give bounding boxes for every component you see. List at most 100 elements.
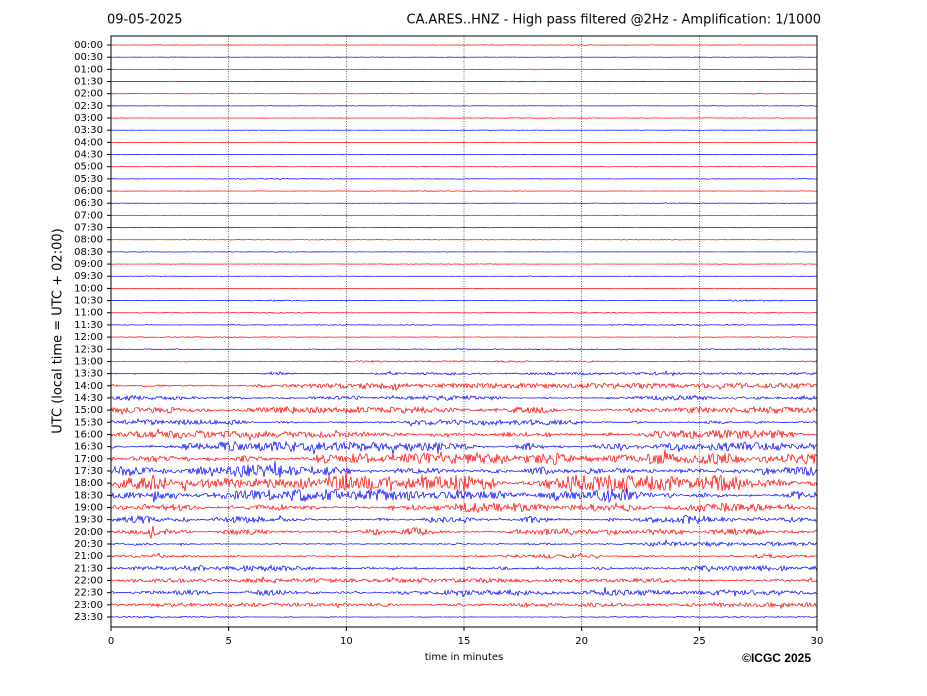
row-label: 14:00 [74, 381, 103, 392]
trace [110, 460, 818, 478]
trace [110, 239, 818, 241]
row-label: 15:00 [74, 405, 103, 416]
row-label: 22:30 [74, 588, 103, 599]
row-label: 20:30 [74, 539, 103, 550]
trace [110, 615, 818, 619]
row-label: 04:00 [74, 137, 103, 148]
trace [110, 501, 818, 514]
trace [110, 440, 818, 455]
row-label: 00:00 [74, 40, 103, 51]
trace [110, 370, 818, 377]
trace [110, 552, 818, 560]
row-label: 05:30 [74, 174, 103, 185]
trace [110, 44, 818, 46]
trace [111, 153, 818, 156]
trace [110, 576, 818, 585]
row-label: 17:00 [74, 454, 103, 465]
trace [110, 275, 818, 277]
plot-frame [110, 35, 818, 628]
trace [110, 539, 818, 548]
trace [110, 323, 818, 326]
trace [110, 469, 818, 493]
row-label: 11:30 [74, 320, 103, 331]
row-label: 17:30 [74, 466, 103, 477]
row-label: 12:00 [74, 332, 103, 343]
row-label: 21:30 [74, 563, 103, 574]
row-label: 08:30 [74, 247, 103, 258]
trace [110, 190, 818, 192]
x-tick-label: 10 [340, 636, 353, 647]
trace [110, 56, 818, 58]
trace [110, 564, 818, 573]
row-label: 07:00 [74, 210, 103, 221]
x-axis-label: time in minutes [425, 652, 504, 663]
row-label: 19:30 [74, 515, 103, 526]
row-label: 16:30 [74, 442, 103, 453]
row-label: 07:30 [74, 223, 103, 234]
trace [110, 394, 818, 402]
row-label: 18:00 [74, 478, 103, 489]
trace [110, 359, 818, 363]
trace [110, 165, 818, 168]
trace [110, 68, 818, 70]
x-tick-label: 0 [108, 636, 114, 647]
y-axis-label: UTC (local time = UTC + 02:00) [51, 228, 66, 433]
row-label: 05:00 [74, 162, 103, 173]
trace [110, 449, 818, 465]
row-label: 23:00 [74, 600, 103, 611]
trace [110, 311, 818, 314]
row-label: 03:30 [74, 125, 103, 136]
row-label: 02:00 [74, 89, 103, 100]
trace [110, 336, 818, 339]
trace [110, 226, 818, 229]
x-tick-label: 30 [811, 636, 824, 647]
row-label: 09:00 [74, 259, 103, 270]
trace [110, 382, 818, 392]
row-label: 08:00 [74, 235, 103, 246]
trace [110, 428, 818, 442]
trace [110, 514, 818, 525]
trace [110, 263, 818, 265]
row-label: 19:00 [74, 502, 103, 513]
x-tick-label: 20 [575, 636, 588, 647]
trace [110, 525, 818, 540]
trace [110, 202, 818, 204]
row-label: 10:00 [74, 283, 103, 294]
trace [110, 251, 818, 253]
copyright: ©ICGC 2025 [742, 651, 811, 665]
trace [110, 587, 818, 598]
trace [110, 80, 818, 83]
row-label: 10:30 [74, 296, 103, 307]
row-label: 11:00 [74, 308, 103, 319]
trace [110, 178, 818, 180]
row-label: 02:30 [74, 101, 103, 112]
trace [110, 105, 818, 107]
row-label: 01:00 [74, 64, 103, 75]
row-label: 18:30 [74, 490, 103, 501]
row-label: 00:30 [74, 52, 103, 63]
row-label: 14:30 [74, 393, 103, 404]
row-label: 01:30 [74, 77, 103, 88]
x-tick-label: 5 [225, 636, 231, 647]
row-label: 06:00 [74, 186, 103, 197]
row-label: 04:30 [74, 150, 103, 161]
trace [110, 214, 818, 217]
row-label: 15:30 [74, 417, 103, 428]
row-label: 03:00 [74, 113, 103, 124]
chart-title: CA.ARES..HNZ - High pass filtered @2Hz -… [407, 13, 821, 28]
trace [110, 129, 818, 131]
x-tick-label: 25 [693, 636, 706, 647]
trace [110, 601, 818, 610]
row-label: 13:00 [74, 356, 103, 367]
trace [110, 405, 818, 416]
row-label: 22:00 [74, 575, 103, 586]
trace [110, 92, 818, 95]
row-label: 06:30 [74, 198, 103, 209]
trace [110, 418, 818, 427]
trace [110, 299, 818, 302]
trace [110, 348, 818, 351]
x-tick-label: 15 [458, 636, 471, 647]
row-label: 20:00 [74, 527, 103, 538]
trace [110, 117, 818, 119]
